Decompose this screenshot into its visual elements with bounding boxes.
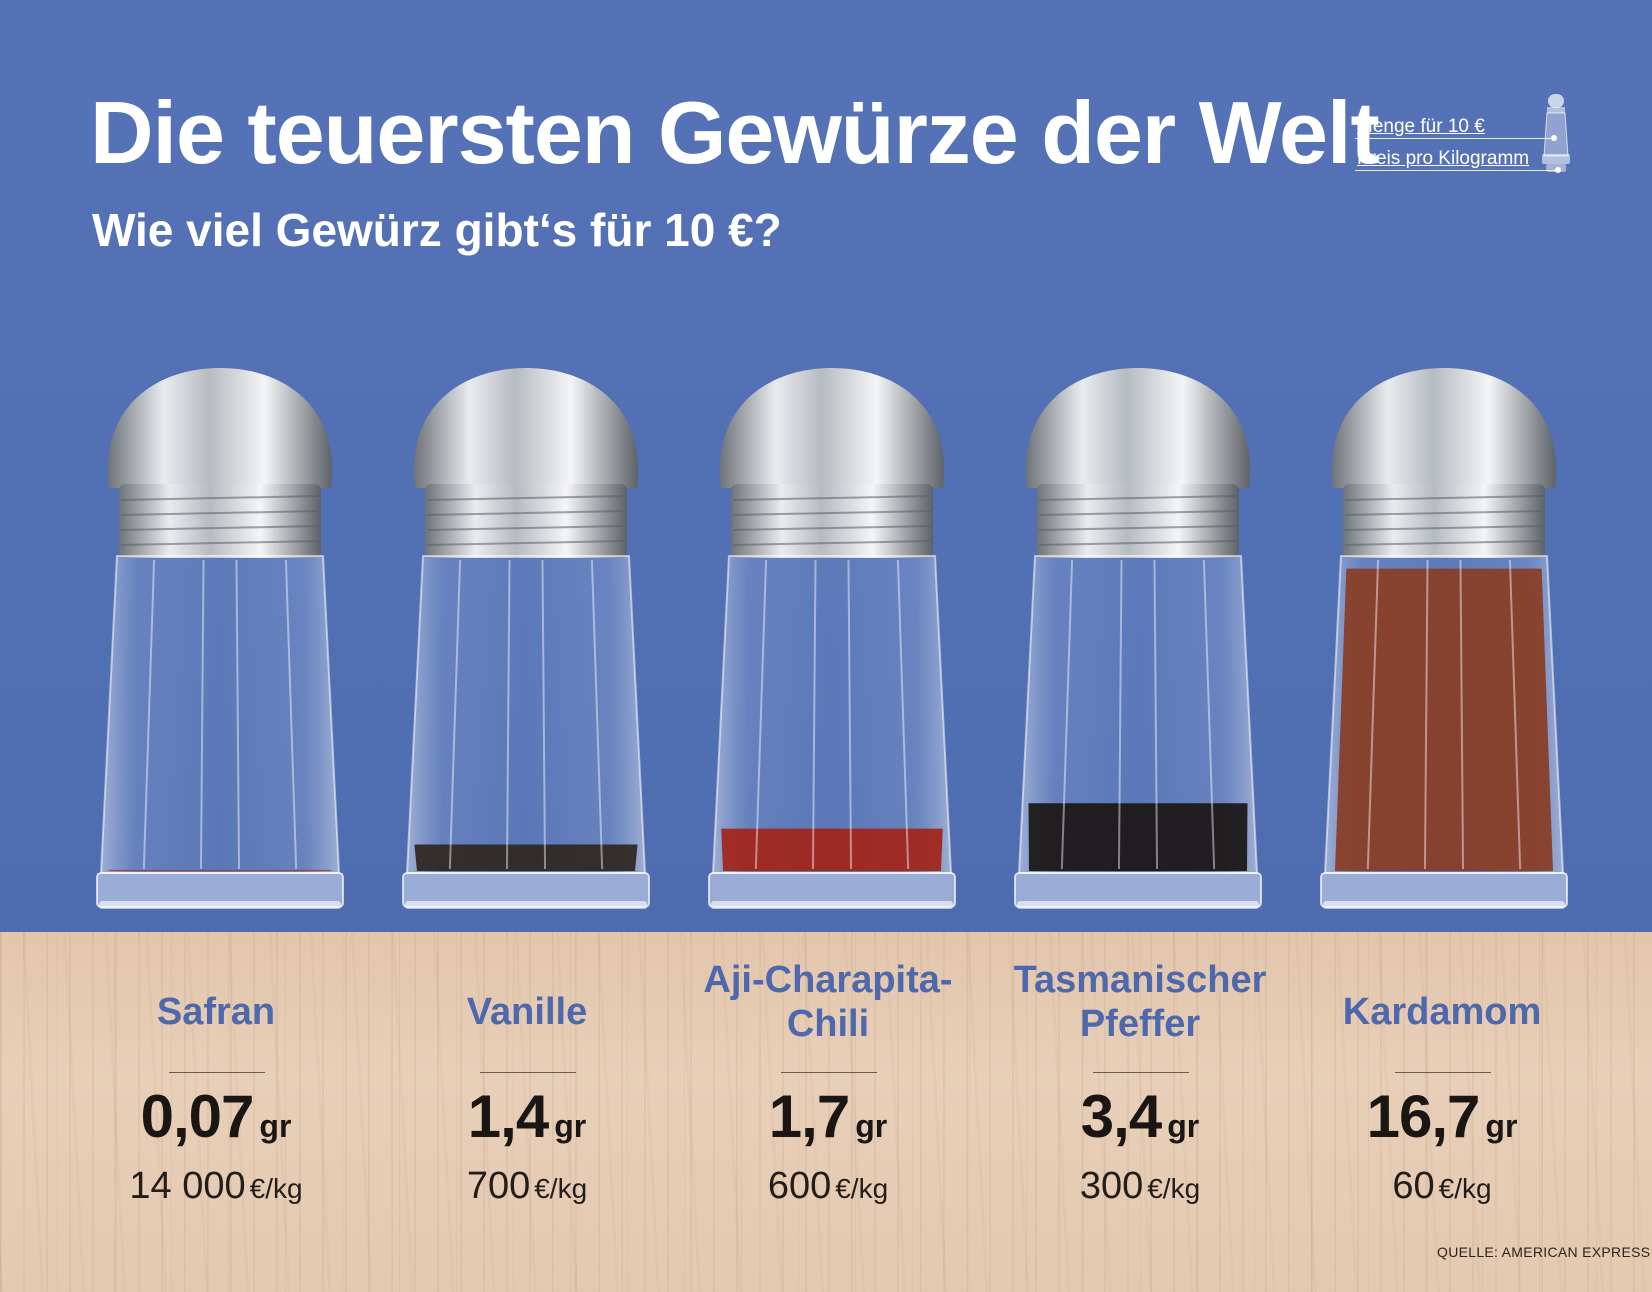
- price-per-kg: 600 €/kg: [767, 1165, 889, 1207]
- shaker-ring: [1343, 484, 1545, 558]
- legend-quantity-label: Menge für 10 €: [1357, 116, 1485, 137]
- amount: 1,4 gr: [467, 1083, 587, 1150]
- shaker-ring: [425, 484, 627, 558]
- spice-name: Vanille: [466, 991, 588, 1033]
- shaker-ring: [731, 484, 933, 558]
- spice-fill: [107, 869, 333, 871]
- legend-quantity-dot: [1551, 135, 1557, 141]
- shaker-glass: [711, 555, 953, 874]
- spice-name: Kardamom: [1342, 991, 1542, 1033]
- spice-name-line-1: Aji-Charapita-: [703, 959, 953, 1001]
- shaker-cap: [107, 368, 333, 488]
- spice-name-line-2: Chili: [786, 1003, 870, 1045]
- shaker-cap: [719, 368, 945, 488]
- spice-fill: [1028, 803, 1248, 871]
- divider: [1395, 1072, 1491, 1073]
- wooden-shelf: [0, 932, 1652, 1292]
- shaker-cap: [1331, 368, 1557, 488]
- shaker-cap: [413, 368, 639, 488]
- divider: [781, 1072, 877, 1073]
- legend: Menge für 10 € Preis pro Kilogramm: [1355, 92, 1585, 182]
- spice-fill: [414, 844, 638, 871]
- shaker-safran: [95, 368, 345, 932]
- spice-name: Safran: [156, 991, 276, 1033]
- spice-fill: [1335, 568, 1553, 871]
- spice-fill: [721, 828, 943, 871]
- legend-price-label: Preis pro Kilogramm: [1357, 148, 1530, 169]
- shaker-ring: [119, 484, 321, 558]
- price-per-kg: 700 €/kg: [466, 1165, 588, 1207]
- price-per-kg: 60 €/kg: [1392, 1165, 1492, 1207]
- amount: 0,07 gr: [140, 1083, 292, 1150]
- shaker-vanille: [401, 368, 651, 932]
- mini-shaker-icon: [1542, 94, 1570, 172]
- shaker-pfeffer: [1013, 368, 1263, 932]
- shaker-glass: [99, 555, 341, 874]
- shaker-cap: [1025, 368, 1251, 488]
- page-subtitle: Wie viel Gewürz gibt‘s für 10 €?: [92, 204, 782, 256]
- shaker-kardamom: [1319, 368, 1569, 932]
- amount: 1,7 gr: [768, 1083, 888, 1150]
- shaker-chili: [707, 368, 957, 932]
- legend-price-line: [1355, 170, 1557, 171]
- shaker-ring: [1037, 484, 1239, 558]
- amount: 16,7 gr: [1366, 1083, 1518, 1150]
- divider: [480, 1072, 576, 1073]
- divider: [169, 1072, 265, 1073]
- legend-price-dot: [1555, 167, 1561, 173]
- spice-name-line-2: Pfeffer: [1079, 1003, 1201, 1045]
- amount: 3,4 gr: [1080, 1083, 1200, 1150]
- spice-name-line-1: Tasmanischer: [1013, 959, 1267, 1001]
- legend-quantity-line: [1355, 138, 1553, 139]
- source-credit: QUELLE: AMERICAN EXPRESS / GRA: [1437, 1244, 1652, 1260]
- price-per-kg: 300 €/kg: [1079, 1165, 1201, 1207]
- shaker-glass: [405, 555, 647, 874]
- page-title: Die teuersten Gewürze der Welt: [90, 83, 1380, 182]
- price-per-kg: 14 000 €/kg: [129, 1165, 303, 1207]
- divider: [1093, 1072, 1189, 1073]
